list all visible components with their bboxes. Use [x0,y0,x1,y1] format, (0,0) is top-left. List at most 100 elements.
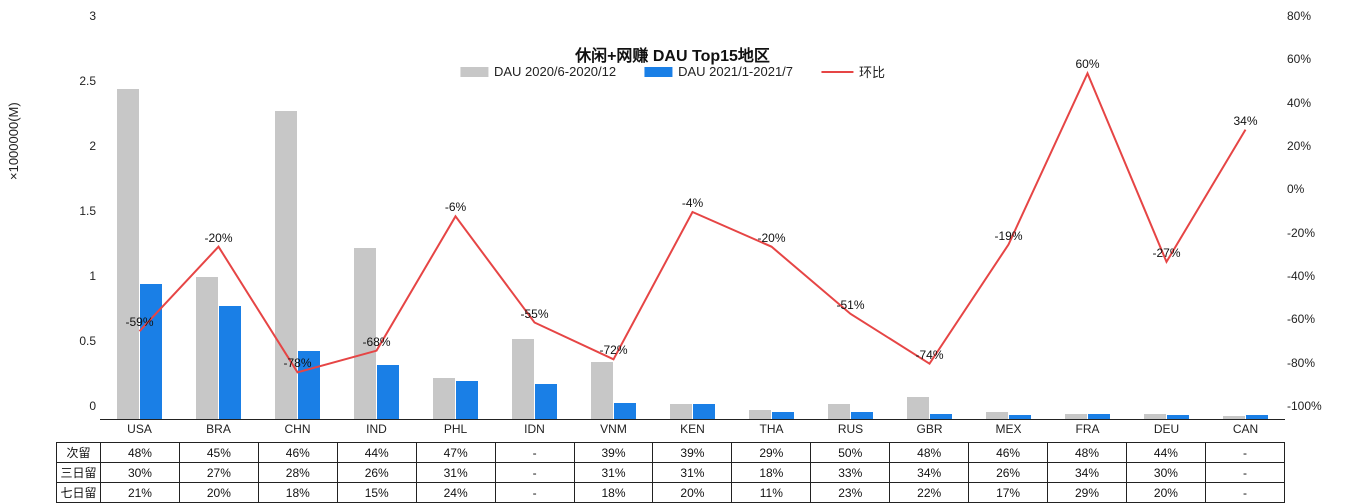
y-right-tick: -80% [1287,356,1315,370]
y-right-tick: 40% [1287,96,1311,110]
line-value-label: -72% [599,343,627,357]
x-tick-label: BRA [206,422,231,436]
table-cell: 48% [101,443,180,463]
table-cell: 30% [101,463,180,483]
table-row: 七日留21%20%18%15%24%-18%20%11%23%22%17%29%… [57,483,1285,503]
y-right-tick: 20% [1287,139,1311,153]
table-cell: - [1205,483,1284,503]
y-left-tick: 0.5 [79,334,96,348]
table-cell: 20% [179,483,258,503]
table-cell: 23% [811,483,890,503]
table-cell: 24% [416,483,495,503]
line-value-label: 34% [1233,114,1257,128]
table-cell: 39% [574,443,653,463]
table-row: 三日留30%27%28%26%31%-31%31%18%33%34%26%34%… [57,463,1285,483]
table-cell: 17% [969,483,1048,503]
table-cell: 18% [732,463,811,483]
line-layer: -59%-20%-78%-68%-6%-55%-72%-4%-20%-51%-7… [100,30,1285,420]
y-right-tick: -20% [1287,226,1315,240]
y-left-tick: 2 [89,139,96,153]
line-value-label: 60% [1075,57,1099,71]
table-cell: 44% [337,443,416,463]
table-cell: 48% [1048,443,1127,463]
plot-area: 00.511.522.53 -100%-80%-60%-40%-20%0%20%… [100,30,1285,420]
table-cell: 48% [890,443,969,463]
trend-line [140,73,1246,372]
x-tick-label: DEU [1154,422,1179,436]
x-tick-label: THA [760,422,784,436]
table-cell: 26% [337,463,416,483]
x-tick-label: IDN [524,422,545,436]
table-cell: 18% [574,483,653,503]
line-value-label: -19% [994,229,1022,243]
line-svg [100,30,1285,420]
line-value-label: -68% [362,335,390,349]
table-cell: 31% [416,463,495,483]
table-cell: 15% [337,483,416,503]
table-cell: 44% [1126,443,1205,463]
y-left-ticks: 00.511.522.53 [56,30,96,420]
x-tick-label: FRA [1076,422,1100,436]
table-cell: 45% [179,443,258,463]
line-value-label: -78% [283,356,311,370]
chart-container: 休闲+网赚 DAU Top15地区 DAU 2020/6-2020/12 DAU… [0,0,1345,502]
line-value-label: -59% [125,315,153,329]
y-left-tick: 0 [89,399,96,413]
line-value-label: -6% [445,200,466,214]
retention-table: 次留48%45%46%44%47%-39%39%29%50%48%46%48%4… [56,442,1285,503]
table-cell: 28% [258,463,337,483]
y-right-tick: -100% [1287,399,1322,413]
table-cell: 27% [179,463,258,483]
table-cell: 39% [653,443,732,463]
line-value-label: -4% [682,196,703,210]
line-value-label: -55% [520,307,548,321]
y-left-tick: 3 [89,9,96,23]
table-row: 次留48%45%46%44%47%-39%39%29%50%48%46%48%4… [57,443,1285,463]
table-row-label: 三日留 [57,463,101,483]
y-right-tick: 60% [1287,52,1311,66]
y-left-axis-label: ×1000000(M) [6,102,21,180]
y-right-tick: -60% [1287,312,1315,326]
y-left-tick: 1 [89,269,96,283]
x-tick-label: PHL [444,422,467,436]
x-axis-labels: USABRACHNINDPHLIDNVNMKENTHARUSGBRMEXFRAD… [100,422,1285,440]
table-cell: - [495,483,574,503]
table-cell: 46% [969,443,1048,463]
table-cell: 47% [416,443,495,463]
table-cell: 22% [890,483,969,503]
x-tick-label: RUS [838,422,863,436]
line-value-label: -51% [836,298,864,312]
table-cell: 29% [1048,483,1127,503]
table-cell: - [495,443,574,463]
y-left-tick: 2.5 [79,74,96,88]
table-cell: 50% [811,443,890,463]
line-value-label: -74% [915,348,943,362]
table-cell: 20% [653,483,732,503]
x-tick-label: GBR [916,422,942,436]
table-cell: 31% [653,463,732,483]
table-cell: 46% [258,443,337,463]
x-tick-label: IND [366,422,387,436]
table-cell: 26% [969,463,1048,483]
x-axis-line [100,419,1285,420]
x-tick-label: KEN [680,422,705,436]
table-cell: - [495,463,574,483]
y-right-tick: 80% [1287,9,1311,23]
x-tick-label: CHN [285,422,311,436]
x-tick-label: VNM [600,422,627,436]
y-left-tick: 1.5 [79,204,96,218]
table-cell: 29% [732,443,811,463]
table-cell: 18% [258,483,337,503]
table-cell: 20% [1126,483,1205,503]
table-cell: 30% [1126,463,1205,483]
plot: -59%-20%-78%-68%-6%-55%-72%-4%-20%-51%-7… [100,30,1285,420]
table-cell: 33% [811,463,890,483]
table-cell: 31% [574,463,653,483]
table-cell: - [1205,443,1284,463]
table-cell: 21% [101,483,180,503]
table-cell: 34% [890,463,969,483]
y-right-tick: 0% [1287,182,1304,196]
table-cell: 11% [732,483,811,503]
x-tick-label: CAN [1233,422,1258,436]
y-right-ticks: -100%-80%-60%-40%-20%0%20%40%60%80% [1287,30,1341,420]
